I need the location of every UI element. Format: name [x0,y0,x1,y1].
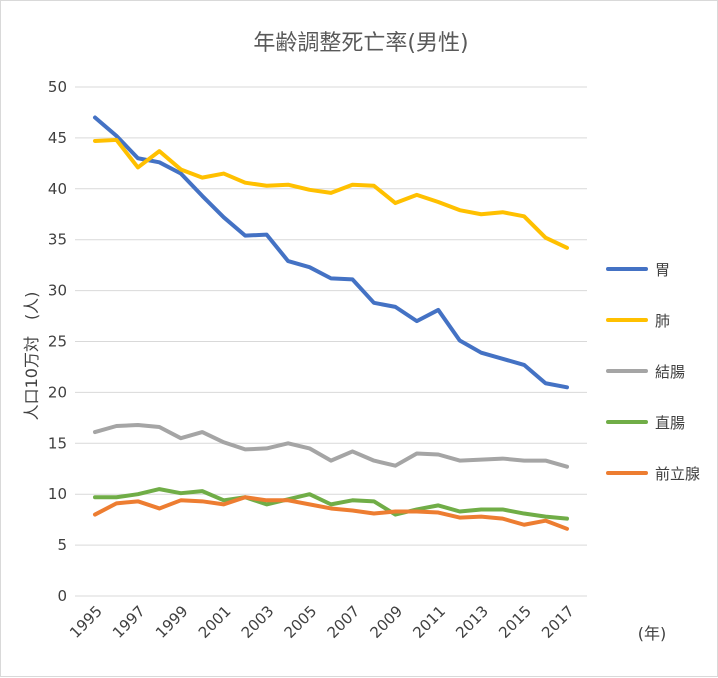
chart-title: 年齢調整死亡率(男性) [253,31,468,56]
series-layer [93,115,569,531]
x-tick-label: 1995 [66,602,106,642]
y-tick-label: 0 [57,587,67,605]
legend-label: 肺 [655,312,670,330]
y-tick-label: 50 [48,78,67,96]
x-tick-label: 2011 [409,602,449,642]
x-tick-labels: 1995 1997 1999 2001 2003 2005 2007 2009 2011 2013… [66,602,578,642]
legend-label: 前立腺 [655,465,700,483]
y-tick-label: 10 [48,485,67,503]
x-tick-label: 1999 [152,602,192,642]
y-tick-label: 25 [48,333,67,351]
series-line-2 [93,422,569,469]
series-line-4 [93,495,569,531]
y-tick-labels: 0 5 10 15 20 25 30 35 40 45 50 [48,78,67,605]
y-axis-label: 人口10万対 (人) [22,292,41,421]
x-tick-label: 2003 [238,602,278,642]
x-axis-label: (年) [638,624,667,643]
x-tick-label: 2017 [538,602,578,642]
y-tick-label: 5 [57,536,67,554]
series-line-3 [93,487,569,521]
y-tick-label: 15 [48,434,67,452]
x-tick-label: 2001 [195,602,235,642]
x-tick-label: 1997 [109,602,149,642]
legend-label: 直腸 [655,414,685,432]
x-tick-label: 2005 [281,602,321,642]
y-tick-label: 45 [48,129,67,147]
x-tick-label: 2007 [324,602,364,642]
grid-layer [75,86,587,597]
y-tick-label: 30 [48,282,67,300]
x-tick-label: 2009 [366,602,406,642]
x-tick-label: 2015 [495,602,535,642]
y-tick-label: 40 [48,180,67,198]
legend-label: 胃 [655,261,670,279]
y-tick-label: 20 [48,383,67,401]
x-tick-label: 2013 [452,602,492,642]
y-tick-label: 35 [48,231,67,249]
legend-label: 結腸 [655,363,685,381]
series-line-1 [93,137,569,250]
series-line-0 [93,115,569,390]
